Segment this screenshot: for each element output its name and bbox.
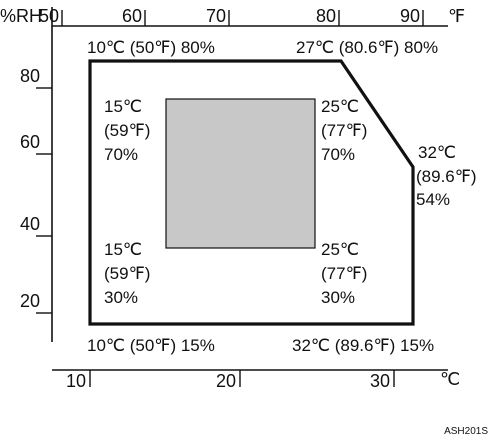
top-axis-unit-left: %RH: [0, 6, 42, 26]
top-tick-label-60: 60: [122, 6, 142, 26]
top-tick-label-70: 70: [206, 6, 226, 26]
inner-bottom-right-rh: 30%: [321, 288, 355, 307]
inner-top-left-f: (59℉): [104, 121, 150, 140]
bottom-tick-label-30: 30: [370, 371, 390, 391]
figure-code: ASH201S: [444, 426, 488, 437]
inner-top-left-temp: 15℃: [104, 97, 142, 116]
outer-top-left-label: 10℃ (50℉) 80%: [87, 38, 215, 57]
left-tick-label-60: 60: [20, 132, 40, 152]
operating-range-outline: [88, 59, 415, 326]
left-tick-label-40: 40: [20, 214, 40, 234]
inner-top-right-temp: 25℃: [321, 97, 359, 116]
outer-bottom-left-label: 10℃ (50℉) 15%: [87, 336, 215, 355]
inner-bottom-right-f: (77℉): [321, 264, 367, 283]
recommended-range-box: [165, 98, 316, 249]
outer-right-temp-label: 32℃: [418, 143, 456, 162]
outer-top-right-label: 27℃ (80.6℉) 80%: [296, 38, 438, 57]
bottom-axis-unit: ℃: [440, 369, 460, 389]
outer-right-f-label: (89.6℉): [416, 167, 477, 186]
outer-bottom-right-label: 32℃ (89.6℉) 15%: [292, 336, 434, 355]
outer-right-rh-label: 54%: [416, 190, 450, 209]
left-tick-label-80: 80: [20, 66, 40, 86]
inner-top-left-rh: 70%: [104, 145, 138, 164]
left-tick-label-20: 20: [20, 291, 40, 311]
inner-bottom-left-f: (59℉): [104, 264, 150, 283]
inner-top-right-f: (77℉): [321, 121, 367, 140]
top-tick-label-80: 80: [316, 6, 336, 26]
top-tick-label-90: 90: [400, 6, 420, 26]
inner-bottom-left-rh: 30%: [104, 288, 138, 307]
inner-bottom-left-temp: 15℃: [104, 240, 142, 259]
inner-bottom-right-temp: 25℃: [321, 240, 359, 259]
bottom-tick-label-20: 20: [216, 371, 236, 391]
top-axis-unit-right: ℉: [448, 6, 465, 26]
top-tick-label-50: 50: [39, 6, 59, 26]
bottom-tick-label-10: 10: [66, 371, 86, 391]
inner-top-right-rh: 70%: [321, 145, 355, 164]
